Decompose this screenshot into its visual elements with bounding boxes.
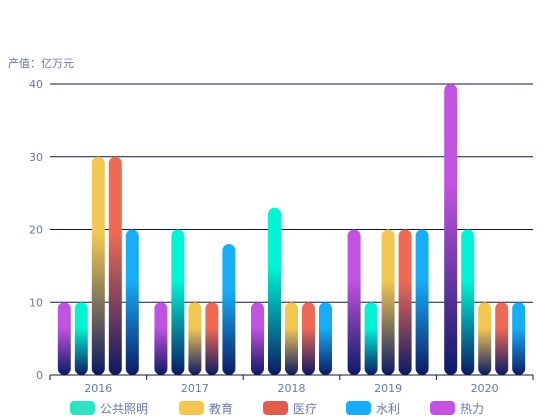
legend-label-0: 公共照明 (100, 401, 149, 416)
legend-swatch-2 (263, 401, 288, 415)
bar-2016-公共照明[interactable] (74, 302, 88, 375)
y-tick-label-1: 10 (29, 296, 43, 309)
bar-2019-医疗[interactable] (398, 229, 412, 376)
bar-2020-热力[interactable] (444, 84, 458, 375)
grid-lines (50, 83, 533, 303)
legend-swatch-1 (179, 401, 204, 415)
legend-swatch-4 (430, 401, 455, 415)
legend-item-1[interactable]: 教育 (179, 398, 233, 418)
y-tick-label-4: 40 (29, 78, 43, 91)
x-tick-label-2016: 2016 (84, 382, 112, 395)
legend-swatch-0 (70, 401, 95, 415)
bar-2017-公共照明[interactable] (171, 229, 185, 376)
bar-2018-公共照明[interactable] (268, 207, 281, 375)
legend-item-3[interactable]: 水利 (346, 398, 400, 418)
bar-2020-教育[interactable] (478, 302, 492, 375)
bar-2017-热力[interactable] (154, 302, 168, 375)
bar-2018-水利[interactable] (319, 302, 332, 375)
y-tick-label-0: 0 (36, 369, 43, 382)
legend-label-2: 医疗 (293, 401, 318, 416)
legend-item-0[interactable]: 公共照明 (70, 398, 148, 418)
bar-2018-医疗[interactable] (302, 302, 315, 375)
bar-2018-热力[interactable] (251, 302, 264, 375)
bar-2020-水利[interactable] (512, 302, 526, 375)
x-tick-label-2020: 2020 (471, 382, 499, 395)
bar-2016-热力[interactable] (57, 302, 71, 375)
bar-2019-公共照明[interactable] (364, 302, 378, 375)
y-axis-unit-label: 产值：亿万元 (8, 57, 74, 70)
bar-2018-教育[interactable] (285, 302, 298, 375)
legend-label-4: 热力 (460, 401, 485, 416)
y-tick-label-3: 30 (29, 151, 43, 164)
bar-2020-公共照明[interactable] (461, 229, 475, 376)
legend-swatch-3 (346, 401, 371, 415)
bar-2020-医疗[interactable] (495, 302, 509, 375)
x-tick-label-2018: 2018 (278, 382, 306, 395)
x-tick-label-2017: 2017 (181, 382, 209, 395)
legend-label-3: 水利 (376, 401, 401, 416)
bar-2019-水利[interactable] (415, 229, 429, 376)
bar-2017-教育[interactable] (188, 302, 202, 375)
bar-2019-热力[interactable] (347, 229, 361, 376)
y-tick-label-2: 20 (29, 224, 43, 237)
bar-2016-医疗[interactable] (108, 156, 122, 375)
bar-2017-医疗[interactable] (205, 302, 219, 375)
bars (57, 84, 526, 376)
x-tick-label-2019: 2019 (374, 382, 402, 395)
legend-item-2[interactable]: 医疗 (263, 398, 317, 418)
axes: 0 10 20 30 40 2016 2017 2018 2019 2020 (29, 78, 534, 395)
legend-item-4[interactable]: 热力 (430, 398, 484, 418)
legend-label-1: 教育 (209, 401, 234, 416)
bar-2016-水利[interactable] (125, 229, 139, 376)
bar-2019-教育[interactable] (381, 229, 395, 376)
bar-2016-教育[interactable] (91, 156, 105, 375)
bar-2017-水利[interactable] (222, 244, 236, 375)
legend: 公共照明 教育 医疗 水利 热力 (0, 398, 550, 418)
